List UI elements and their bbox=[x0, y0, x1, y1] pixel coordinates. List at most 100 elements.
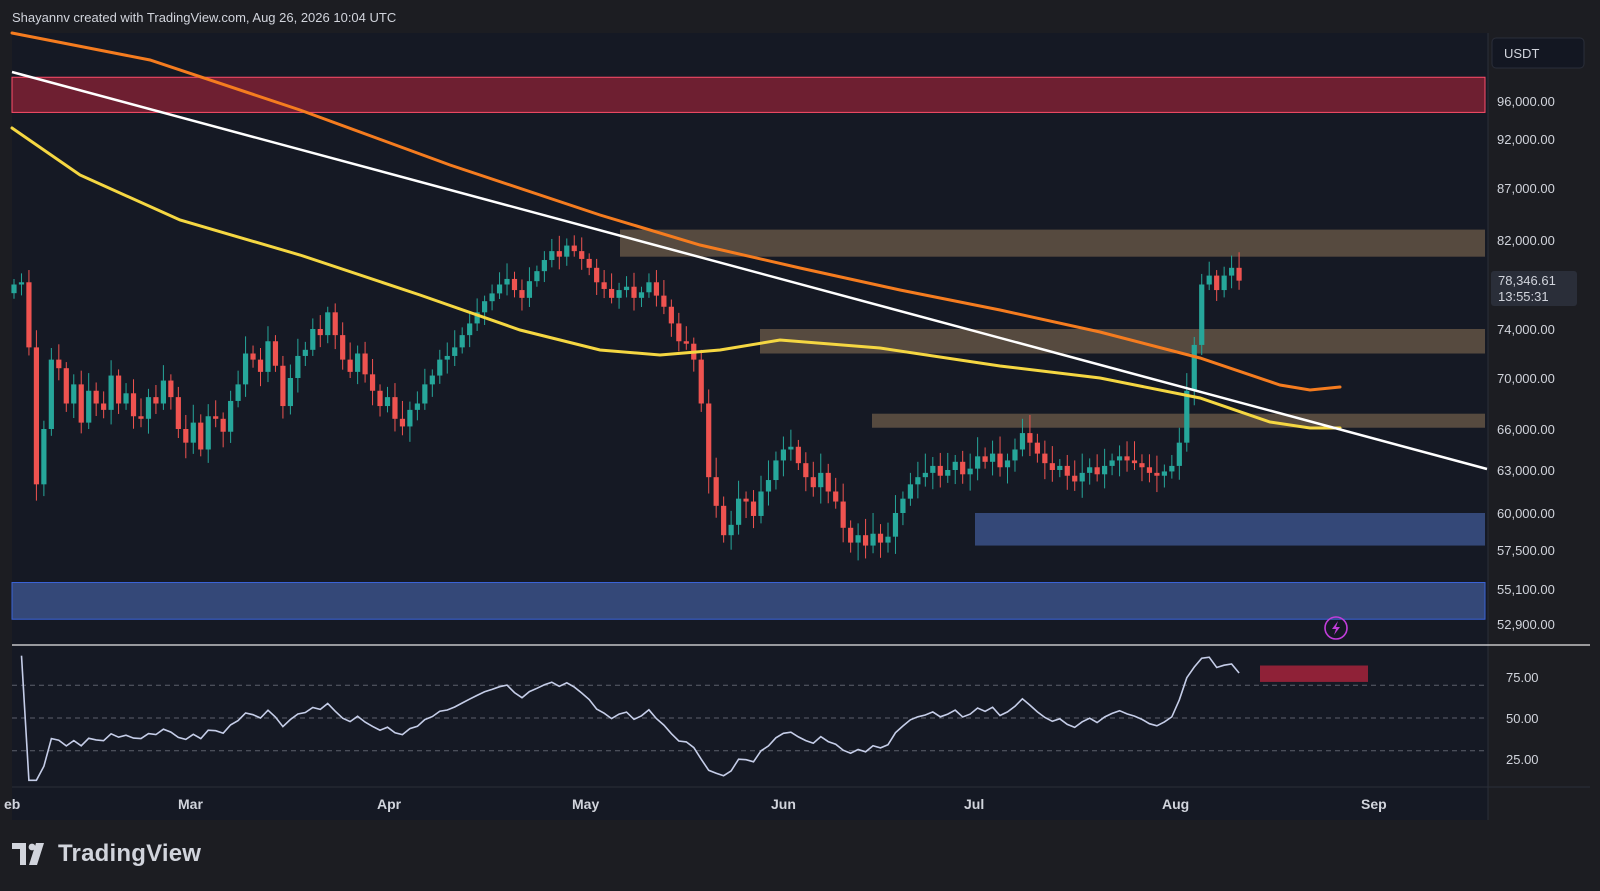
candle bbox=[1139, 454, 1145, 482]
candle bbox=[907, 472, 913, 506]
candle bbox=[848, 520, 854, 553]
candle bbox=[145, 388, 152, 434]
rsi-tick-label: 50.00 bbox=[1506, 711, 1539, 726]
chart-credit: Shayannv created with TradingView.com, A… bbox=[12, 10, 397, 25]
currency-badge[interactable]: USDT bbox=[1491, 37, 1585, 69]
zone-resistance-74k bbox=[760, 329, 1485, 354]
candle bbox=[302, 341, 308, 366]
candle bbox=[975, 437, 981, 481]
candle bbox=[713, 457, 719, 518]
candle bbox=[504, 263, 510, 296]
candle bbox=[609, 273, 615, 304]
candle bbox=[728, 510, 734, 550]
candle bbox=[444, 342, 450, 374]
candle bbox=[33, 330, 40, 501]
candle bbox=[287, 364, 293, 415]
candle bbox=[773, 451, 779, 490]
candle bbox=[213, 400, 219, 428]
candle bbox=[183, 414, 189, 459]
candle bbox=[594, 258, 600, 295]
candle bbox=[1027, 414, 1033, 457]
candle bbox=[653, 270, 660, 307]
candle bbox=[960, 450, 966, 484]
candle bbox=[758, 475, 764, 524]
candle bbox=[571, 235, 577, 257]
candle bbox=[818, 453, 824, 504]
time-tick-label: eb bbox=[4, 796, 20, 812]
lightning-icon[interactable] bbox=[1324, 616, 1348, 640]
descending-trendline[interactable] bbox=[11, 70, 1488, 471]
time-tick-label: Mar bbox=[178, 796, 203, 812]
bar-countdown: 13:55:31 bbox=[1498, 289, 1549, 304]
candle bbox=[1072, 460, 1078, 491]
candle bbox=[676, 312, 682, 352]
candle bbox=[1191, 336, 1197, 406]
tradingview-logo[interactable]: TradingView bbox=[12, 840, 201, 868]
price-tick-label: 70,000.00 bbox=[1497, 371, 1555, 386]
candle bbox=[93, 382, 99, 416]
candle bbox=[1019, 418, 1026, 457]
candle bbox=[138, 398, 144, 428]
candle bbox=[623, 276, 630, 298]
candle bbox=[1102, 448, 1108, 489]
candle bbox=[810, 461, 816, 497]
candle bbox=[228, 390, 234, 443]
candle bbox=[564, 238, 570, 266]
candle bbox=[414, 391, 420, 421]
candle bbox=[160, 365, 166, 410]
candle bbox=[922, 453, 928, 487]
candle bbox=[1169, 454, 1175, 479]
candle bbox=[63, 362, 69, 412]
candle bbox=[153, 385, 159, 414]
candle bbox=[721, 496, 727, 543]
candle bbox=[1042, 440, 1048, 480]
candle bbox=[429, 369, 435, 397]
candle bbox=[130, 379, 137, 429]
brand-name: TradingView bbox=[58, 840, 202, 867]
candle bbox=[541, 251, 547, 283]
candle bbox=[392, 383, 398, 432]
candle bbox=[78, 370, 84, 434]
candle bbox=[56, 344, 62, 381]
candle bbox=[586, 253, 592, 276]
time-tick-label: Sep bbox=[1361, 796, 1387, 812]
candle bbox=[1079, 453, 1085, 498]
candle bbox=[452, 330, 458, 366]
candle bbox=[205, 404, 211, 463]
candle bbox=[123, 383, 129, 410]
candle bbox=[399, 400, 406, 436]
candle bbox=[108, 360, 114, 425]
candle bbox=[325, 306, 331, 344]
time-tick-label: Jun bbox=[771, 796, 796, 812]
candle bbox=[661, 280, 667, 315]
candle bbox=[71, 374, 77, 419]
candle bbox=[765, 460, 772, 506]
candle bbox=[1221, 266, 1227, 298]
candle bbox=[989, 440, 996, 476]
candle bbox=[556, 235, 562, 270]
time-tick-label: Apr bbox=[377, 796, 402, 812]
candle bbox=[683, 326, 689, 350]
price-tick-label: 63,000.00 bbox=[1497, 463, 1555, 478]
price-tick-label: 96,000.00 bbox=[1497, 94, 1555, 109]
candle bbox=[1034, 433, 1040, 463]
zone-resistance-66k bbox=[872, 413, 1485, 428]
candle bbox=[833, 477, 839, 509]
candle bbox=[519, 279, 525, 311]
tv-logo-icon bbox=[12, 843, 44, 865]
candle bbox=[26, 270, 32, 356]
candle bbox=[1176, 427, 1182, 480]
zone-resistance-82k bbox=[620, 229, 1485, 257]
rsi-axis: 75.00 50.00 25.00 bbox=[1506, 670, 1539, 767]
candle bbox=[1229, 255, 1235, 289]
price-tick-label: 66,000.00 bbox=[1497, 422, 1555, 437]
candle bbox=[86, 373, 92, 429]
candle bbox=[825, 463, 831, 504]
candle bbox=[750, 490, 757, 529]
candle bbox=[175, 386, 181, 439]
candle bbox=[915, 461, 921, 499]
candle bbox=[668, 299, 674, 337]
candle bbox=[1124, 441, 1130, 472]
candle bbox=[265, 326, 271, 383]
